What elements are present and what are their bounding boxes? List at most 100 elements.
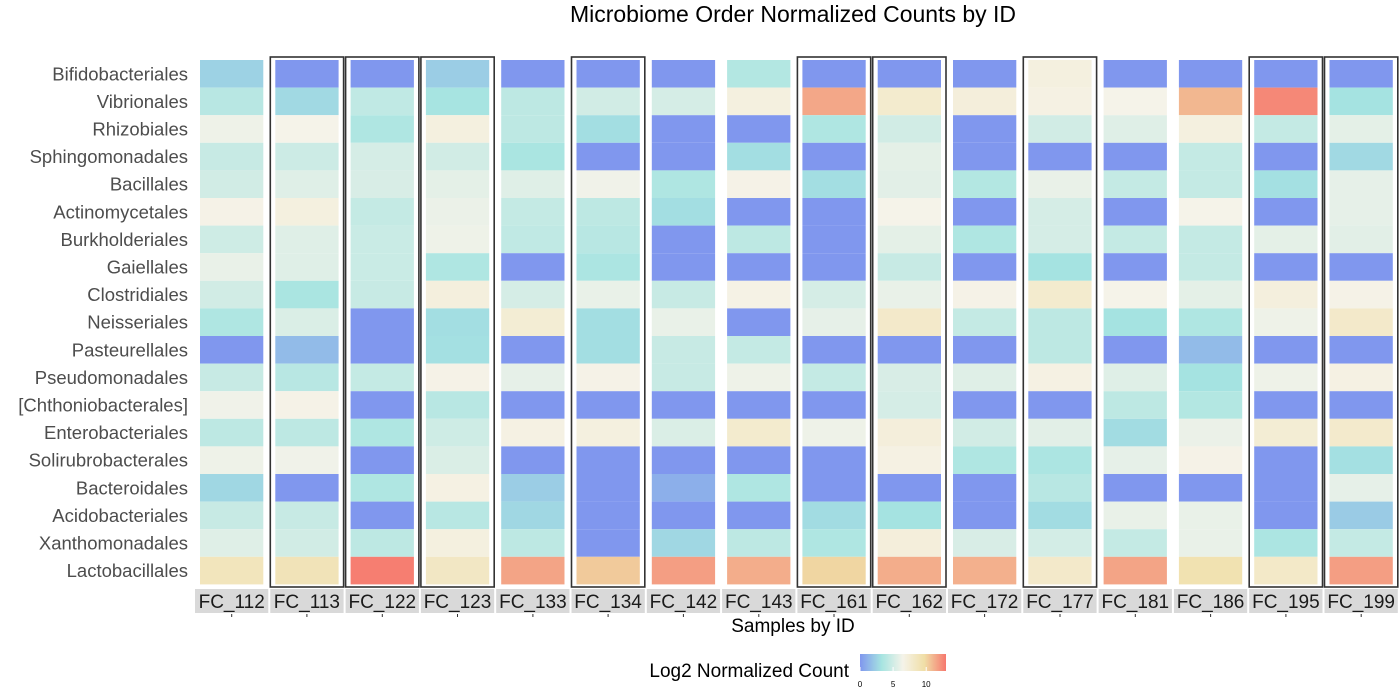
column-boxes	[269, 56, 1399, 588]
heatmap-cell	[877, 363, 941, 392]
heatmap-cell	[501, 446, 565, 474]
heatmap-cell	[576, 170, 640, 198]
heatmap-cell	[200, 446, 264, 474]
heatmap-cell	[802, 529, 866, 557]
heatmap-cell	[802, 280, 866, 309]
heatmap-cell	[727, 446, 791, 474]
x-tick-label: FC_199	[1327, 592, 1395, 613]
x-axis-labels: FC_112 FC_113 FC_122 FC_123 FC_133 FC_134 FC_1…	[195, 589, 1398, 617]
heatmap-cell	[425, 474, 490, 502]
x-tick-label: FC_162	[875, 592, 943, 613]
heatmap-cell	[501, 115, 565, 143]
heatmap-cell	[425, 529, 490, 557]
heatmap-cell	[501, 87, 565, 116]
heatmap-cell	[200, 308, 264, 336]
heatmap-cell	[727, 198, 791, 226]
heatmap-cell	[1178, 170, 1243, 198]
heatmap-cell	[350, 336, 414, 364]
x-tick-label: FC_142	[650, 592, 718, 613]
heatmap-cell	[425, 225, 490, 254]
heatmap-cell	[877, 60, 941, 88]
heatmap-cell	[350, 115, 414, 143]
heatmap-cell	[1329, 198, 1393, 226]
heatmap-cell	[1329, 253, 1393, 281]
y-tick-label: Burkholderiales	[60, 229, 188, 250]
heatmap-cell	[1028, 87, 1092, 116]
heatmap-cell	[425, 115, 490, 143]
heatmap-cell	[651, 142, 716, 171]
heatmap-cell	[275, 142, 339, 171]
y-tick-label: Neisseriales	[87, 312, 188, 333]
column-box	[1323, 56, 1399, 588]
y-tick-label: [Chthoniobacterales]	[18, 395, 188, 416]
heatmap-cell	[275, 253, 339, 281]
heatmap-cell	[727, 115, 791, 143]
heatmap-cell	[576, 115, 640, 143]
heatmap-cell	[501, 418, 565, 447]
column-box	[269, 56, 345, 588]
x-label-strip	[270, 589, 344, 613]
heatmap-cell	[727, 418, 791, 447]
x-label-strip	[722, 589, 796, 613]
heatmap-cell	[350, 474, 414, 502]
y-tick-label: Lactobacillales	[67, 560, 188, 581]
heatmap-cell	[350, 308, 414, 336]
heatmap-cell	[1178, 308, 1243, 336]
heatmap-cell	[200, 418, 264, 447]
heatmap-cell	[1028, 253, 1092, 281]
heatmap-cell	[802, 170, 866, 198]
heatmap-cell	[200, 225, 264, 254]
heatmap-cell	[501, 60, 565, 88]
y-tick-label: Bacillales	[110, 174, 188, 195]
heatmap-cell	[350, 142, 414, 171]
heatmap-cell	[275, 529, 339, 557]
heatmap-cell	[1254, 60, 1318, 88]
column-box	[1248, 56, 1324, 588]
heatmap-cell	[501, 198, 565, 226]
heatmap-cell	[1028, 170, 1092, 198]
heatmap-cell	[1103, 556, 1167, 585]
heatmap-cell	[953, 225, 1017, 254]
heatmap-cell	[275, 418, 339, 447]
heatmap-cell	[1178, 115, 1243, 143]
y-tick-label: Pasteurellales	[72, 339, 188, 360]
heatmap-cell	[576, 142, 640, 171]
heatmap-cell	[877, 87, 941, 116]
y-tick-label: Acidobacteriales	[52, 505, 188, 526]
heatmap-cell	[1103, 253, 1167, 281]
heatmap-cell	[1329, 60, 1393, 88]
heatmap-cell	[953, 529, 1017, 557]
heatmap-cell	[1254, 501, 1318, 530]
heatmap-cell	[425, 556, 490, 585]
y-tick-label: Solirubrobacterales	[29, 450, 188, 471]
heatmap-cell	[1028, 446, 1092, 474]
heatmap-cell	[1028, 142, 1092, 171]
heatmap-cell	[425, 170, 490, 198]
heatmap-cell	[877, 308, 941, 336]
heatmap-cell	[953, 418, 1017, 447]
x-tick-label: FC_113	[274, 592, 340, 613]
x-axis-title: Samples by ID	[731, 616, 855, 637]
heatmap-cell	[877, 529, 941, 557]
heatmap-cell	[651, 280, 716, 309]
heatmap-cell	[1329, 142, 1393, 171]
heatmap-cell	[576, 280, 640, 309]
heatmap-cell	[802, 363, 866, 392]
x-tick-label: FC_122	[348, 592, 416, 613]
x-label-strip	[1098, 589, 1172, 613]
heatmap-cell	[1103, 418, 1167, 447]
heatmap-cell	[1028, 363, 1092, 392]
heatmap-cell	[1103, 529, 1167, 557]
heatmap-cell	[802, 225, 866, 254]
x-label-strip	[345, 589, 419, 613]
heatmap-cell	[1178, 474, 1243, 502]
y-tick-label: Clostridiales	[87, 284, 188, 305]
heatmap-cell	[501, 253, 565, 281]
heatmap-cell	[350, 253, 414, 281]
x-label-strip	[1173, 589, 1248, 613]
x-label-strip	[571, 589, 645, 613]
heatmap-cell	[350, 501, 414, 530]
y-tick-label: Rhizobiales	[92, 119, 188, 140]
heatmap-cell	[1028, 474, 1092, 502]
x-label-strip	[872, 589, 946, 613]
